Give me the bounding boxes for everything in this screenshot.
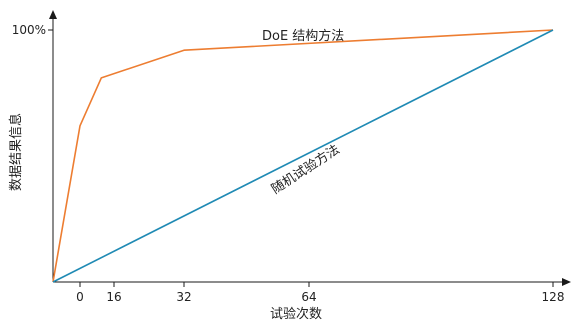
x-tick-label-64: 64 [301,290,316,304]
y-axis-title: 数据结果信息 [8,113,24,191]
y-axis-arrow-icon [49,10,57,19]
series-layer [52,29,554,283]
tick-layer: 0 16 32 64 128 100% [12,23,565,304]
x-tick-label-32: 32 [176,290,191,304]
series-line-doe [52,29,554,283]
series-label-doe: DoE 结构方法 [262,28,344,44]
series-label-random: 随机试验方法 [268,141,342,197]
x-axis-arrow-icon [562,278,571,286]
x-tick-label-0: 0 [76,290,84,304]
series-line-random [52,29,554,283]
x-tick-label-16: 16 [106,290,121,304]
x-axis-title: 试验次数 [270,306,322,322]
y-tick-label-0: 100% [12,23,46,37]
x-tick-label-128: 128 [542,290,565,304]
